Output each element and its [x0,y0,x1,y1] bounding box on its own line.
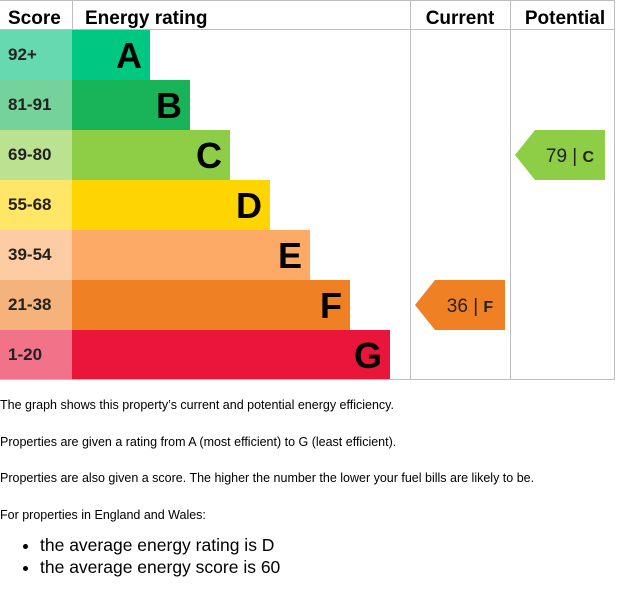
score-column-header: Score [8,8,61,29]
score-cell-g [0,330,72,380]
score-range-f: 21-38 [8,295,51,314]
score-cell-b [0,80,72,130]
potential-column-header: Potential [525,8,605,29]
score-cell-d [0,180,72,230]
potential-letter-value: C [583,149,595,166]
band-bar-f [72,280,350,330]
table-grid [0,0,615,380]
score-cell-f [0,280,72,330]
band-bar-e [72,230,310,280]
band-bar-d [72,180,270,230]
potential-score-value: 79 | [546,146,583,167]
score-cell-e [0,230,72,280]
average-score-item: the average energy score is 60 [40,556,639,578]
band-letter-g: G [354,335,382,376]
score-range-b: 81-91 [8,95,51,114]
band-bar-b [72,80,190,130]
band-bar-c [72,130,230,180]
band-letter-a: A [116,35,142,76]
band-letter-c: C [196,135,222,176]
score-range-c: 69-80 [8,145,51,164]
rating-bands: 92+ A 81-91 B 69-80 C 55-68 D 39-54 E 21-38 F 1-20 G [0,30,390,380]
current-score-value: 36 | [447,296,484,317]
description-paragraph-2: Properties are given a rating from A (mo… [0,434,397,449]
score-range-e: 39-54 [8,245,52,264]
description: The graph shows this property’s current … [0,398,639,578]
score-cell-c [0,130,72,180]
score-range-a: 92+ [8,45,37,64]
score-cell-a [0,30,72,80]
average-rating-item: the average energy rating is D [40,534,639,556]
band-letter-d: D [236,185,262,226]
epc-chart: Score Energy rating Current Potential 92… [0,0,615,380]
description-paragraph-1: The graph shows this property’s current … [0,398,394,412]
score-range-d: 55-68 [8,195,51,214]
potential-rating-label: 79 | C [546,146,595,167]
description-paragraph-4: For properties in England and Wales: [0,507,206,522]
current-rating-arrow [415,280,505,330]
description-paragraph-3: Properties are also given a score. The h… [0,471,535,486]
band-bar-a [72,30,150,80]
current-rating-label: 36 | F [447,296,494,317]
score-range-g: 1-20 [8,345,42,364]
current-letter-value: F [483,299,493,316]
potential-rating-arrow [515,130,605,180]
averages-list: the average energy rating is D the avera… [0,534,639,578]
rating-arrows: 36 | F 79 | C [415,130,605,330]
band-letter-e: E [278,235,302,276]
energy-rating-column-header: Energy rating [85,8,207,29]
band-letter-f: F [320,285,342,326]
band-letter-b: B [156,85,182,126]
current-column-header: Current [426,8,495,29]
band-bar-g [72,330,390,380]
